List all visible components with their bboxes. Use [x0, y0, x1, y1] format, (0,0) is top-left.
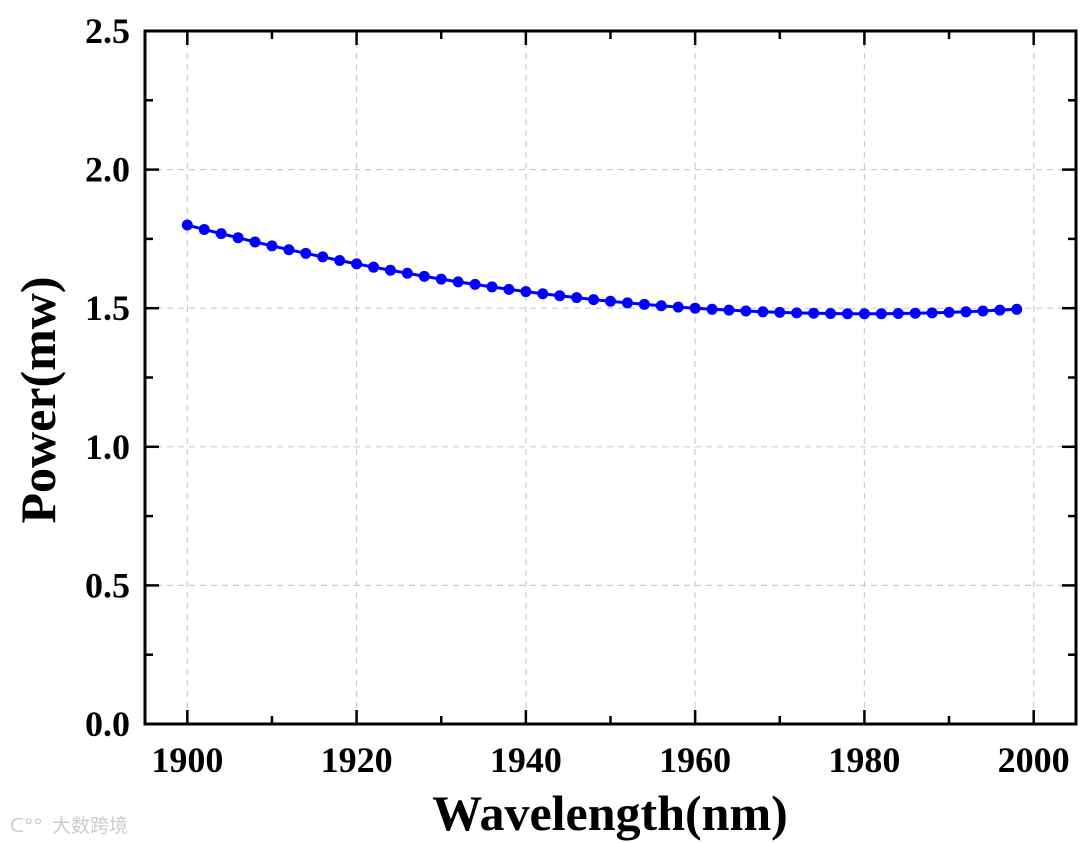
- data-point: [875, 308, 887, 320]
- watermark-logo-icon: ᑕ°°: [10, 815, 43, 837]
- data-point: [452, 276, 464, 288]
- data-point: [401, 267, 413, 279]
- data-point: [571, 292, 583, 304]
- watermark: ᑕ°° 大数跨境: [10, 815, 128, 837]
- data-point: [368, 261, 380, 273]
- x-tick-label: 2000: [998, 740, 1070, 780]
- data-point: [181, 219, 193, 231]
- data-point: [740, 305, 752, 317]
- data-point: [520, 286, 532, 298]
- series-power: [181, 219, 1023, 320]
- data-point: [706, 303, 718, 315]
- data-point: [977, 305, 989, 317]
- y-tick-labels: 0.0 0.5 1.0 1.5 2.0 2.5: [85, 11, 130, 744]
- x-tick-label: 1960: [659, 740, 731, 780]
- data-point: [503, 283, 515, 295]
- data-point: [215, 228, 227, 240]
- data-point: [791, 307, 803, 319]
- data-point: [232, 232, 244, 244]
- data-point: [249, 236, 261, 248]
- data-point: [418, 270, 430, 282]
- grid: [145, 30, 1076, 725]
- data-point: [689, 302, 701, 314]
- data-point: [960, 306, 972, 318]
- data-point: [909, 307, 921, 319]
- data-point: [825, 307, 837, 319]
- data-point: [334, 255, 346, 267]
- data-point: [672, 301, 684, 313]
- watermark-text: 大数跨境: [52, 815, 128, 837]
- data-point: [283, 244, 295, 256]
- data-point: [588, 294, 600, 306]
- y-tick-label: 0.0: [85, 704, 130, 744]
- x-tick-label: 1980: [828, 740, 900, 780]
- data-point: [723, 304, 735, 316]
- y-tick-label: 1.0: [85, 427, 130, 467]
- data-point: [469, 278, 481, 290]
- data-point: [300, 247, 312, 259]
- x-tick-labels: 1900 1920 1940 1960 1980 2000: [151, 740, 1069, 780]
- data-point: [757, 306, 769, 318]
- data-point: [943, 306, 955, 318]
- x-tick-label: 1940: [490, 740, 562, 780]
- data-point: [554, 290, 566, 302]
- data-point: [858, 308, 870, 320]
- y-tick-label: 1.5: [85, 288, 130, 328]
- data-point: [655, 300, 667, 312]
- data-point: [841, 308, 853, 320]
- data-point: [926, 307, 938, 319]
- data-point: [198, 223, 210, 235]
- data-point: [808, 307, 820, 319]
- plot-frame: [143, 29, 1078, 726]
- y-axis-label: Power(mw): [10, 276, 66, 523]
- x-axis-label: Wavelength(nm): [432, 785, 788, 841]
- data-point: [351, 258, 363, 270]
- y-tick-label: 2.5: [85, 11, 130, 51]
- data-point: [317, 251, 329, 263]
- data-point: [1011, 303, 1023, 315]
- data-point: [384, 264, 396, 276]
- data-point: [537, 288, 549, 300]
- y-tick-label: 2.0: [85, 150, 130, 190]
- data-point: [638, 298, 650, 310]
- data-point: [994, 304, 1006, 316]
- data-point: [892, 307, 904, 319]
- data-point: [774, 306, 786, 318]
- y-tick-label: 0.5: [85, 565, 130, 605]
- ticks: [145, 29, 1076, 726]
- series-line: [186, 223, 1017, 316]
- data-point: [621, 297, 633, 309]
- data-point: [266, 240, 278, 252]
- data-point: [486, 281, 498, 293]
- x-tick-label: 1920: [321, 740, 393, 780]
- data-point: [435, 273, 447, 285]
- x-tick-label: 1900: [151, 740, 223, 780]
- data-point: [605, 295, 616, 307]
